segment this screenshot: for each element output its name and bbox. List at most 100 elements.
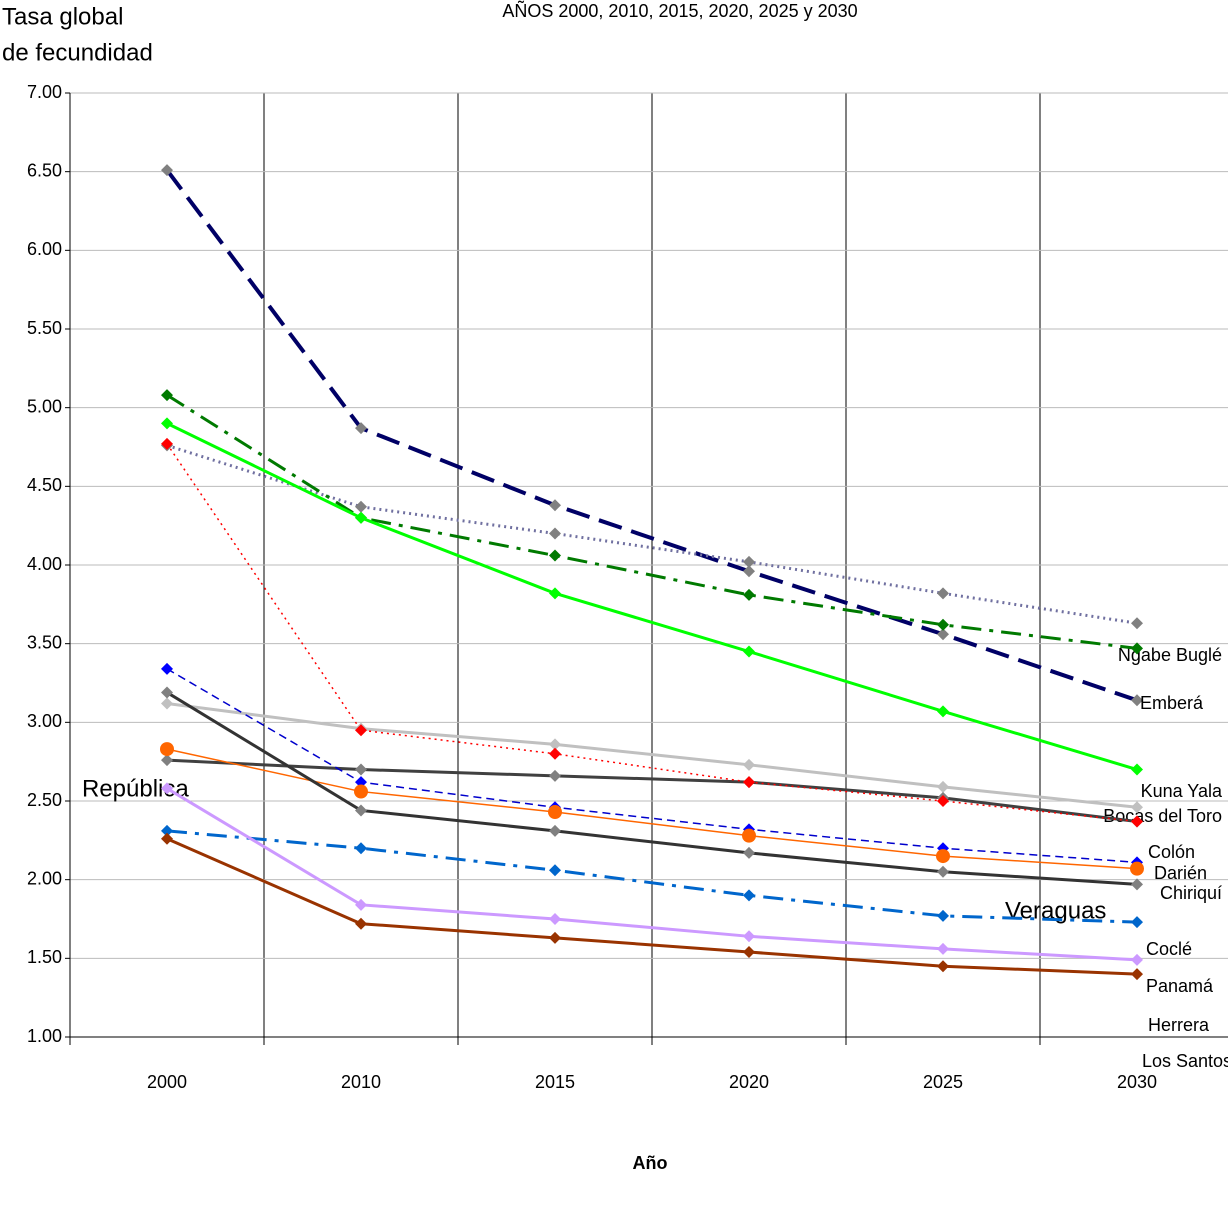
marker <box>160 742 174 757</box>
marker <box>549 738 561 751</box>
x-tick-label: 2015 <box>535 1072 575 1092</box>
marker <box>937 942 949 955</box>
marker <box>743 645 755 658</box>
marker <box>1131 815 1143 828</box>
series-line <box>166 422 1138 771</box>
y-tick-label: 3.50 <box>27 632 62 652</box>
series-label: Darién <box>1154 863 1207 883</box>
series-label: Panamá <box>1146 976 1214 996</box>
series-label: Coclé <box>1146 939 1192 959</box>
marker <box>937 780 949 793</box>
marker <box>743 758 755 771</box>
marker <box>161 824 173 837</box>
marker <box>549 769 561 782</box>
series-line <box>165 168 1138 703</box>
series-label: Herrera <box>1148 1015 1210 1035</box>
y-tick-label: 3.00 <box>27 711 62 731</box>
marker <box>161 417 173 430</box>
marker <box>1131 617 1143 630</box>
series-label: Bocas del Toro <box>1103 806 1222 826</box>
marker <box>937 618 949 631</box>
marker <box>355 511 367 524</box>
marker <box>355 422 367 435</box>
marker <box>161 389 173 402</box>
marker <box>549 499 561 512</box>
marker <box>549 864 561 877</box>
marker <box>743 588 755 601</box>
y-tick-label: 7.00 <box>27 82 62 102</box>
x-tick-label: 2020 <box>729 1072 769 1092</box>
marker <box>743 555 755 568</box>
y-tick-label: 6.00 <box>27 239 62 259</box>
marker <box>161 164 173 177</box>
series-line <box>166 758 1138 823</box>
series-line <box>166 787 1138 962</box>
marker <box>354 784 368 799</box>
marker <box>355 917 367 930</box>
marker <box>743 776 755 789</box>
marker <box>161 754 173 767</box>
marker <box>1131 694 1143 707</box>
marker <box>549 587 561 600</box>
x-tick-label: 2030 <box>1117 1072 1157 1092</box>
marker <box>355 763 367 776</box>
y-tick-label: 6.50 <box>27 160 62 180</box>
marker <box>1131 916 1143 929</box>
marker <box>355 804 367 817</box>
series-line <box>166 393 1138 650</box>
marker <box>1131 968 1143 981</box>
marker <box>937 628 949 641</box>
marker <box>355 500 367 513</box>
series-line <box>166 668 1138 864</box>
marker <box>549 931 561 944</box>
y-tick-label: 1.00 <box>27 1026 62 1046</box>
marker <box>355 724 367 737</box>
y-tick-label: 4.50 <box>27 475 62 495</box>
y-tick-label: 1.50 <box>27 947 62 967</box>
series-line <box>166 748 1138 870</box>
chart-title: AÑOS 2000, 2010, 2015, 2020, 2025 y 2030 <box>502 0 857 21</box>
marker <box>743 930 755 943</box>
marker <box>937 909 949 922</box>
marker <box>743 565 755 578</box>
marker <box>161 832 173 845</box>
marker <box>936 849 950 864</box>
y-axis-label: de fecundidad <box>2 39 153 66</box>
marker <box>1131 642 1143 655</box>
series-label: Colón <box>1148 842 1195 862</box>
marker <box>355 898 367 911</box>
marker <box>549 747 561 760</box>
marker <box>1131 801 1143 814</box>
y-axis-label: Tasa global <box>2 3 123 30</box>
series-line <box>166 837 1138 976</box>
marker <box>549 527 561 540</box>
x-tick-label: 2010 <box>341 1072 381 1092</box>
y-tick-label: 5.00 <box>27 396 62 416</box>
marker <box>1131 953 1143 966</box>
series-label: Kuna Yala <box>1141 781 1223 801</box>
marker <box>161 782 173 795</box>
series-line <box>166 701 1138 809</box>
marker <box>549 913 561 925</box>
marker <box>1130 861 1144 876</box>
series-label: Ngabe Buglé <box>1118 645 1222 665</box>
series-label: Chiriquí <box>1160 883 1222 903</box>
marker <box>355 842 367 855</box>
marker <box>161 437 173 450</box>
marker <box>937 960 949 973</box>
marker <box>937 705 949 718</box>
marker <box>743 846 755 859</box>
series-label: Los Santos <box>1142 1051 1228 1071</box>
marker <box>743 946 755 959</box>
marker <box>1131 878 1143 891</box>
marker <box>548 805 562 820</box>
y-tick-label: 4.00 <box>27 554 62 574</box>
series-label: Emberá <box>1140 693 1204 713</box>
marker <box>742 828 756 843</box>
marker <box>549 824 561 837</box>
y-tick-label: 2.00 <box>27 868 62 888</box>
x-tick-label: 2025 <box>923 1072 963 1092</box>
marker <box>161 697 173 710</box>
series-line <box>166 443 1138 823</box>
